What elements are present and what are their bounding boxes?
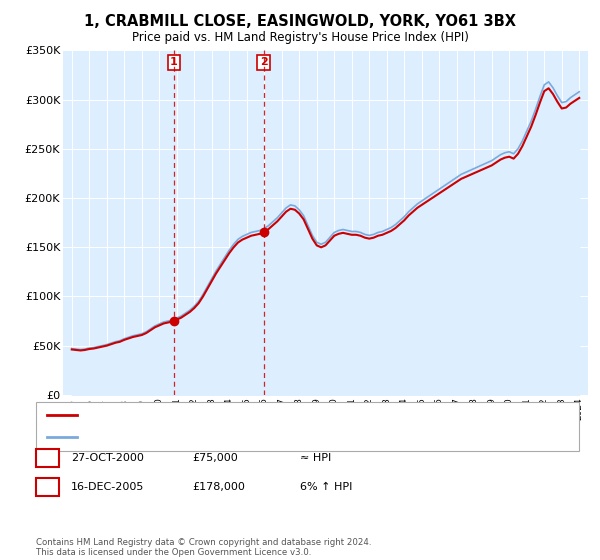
Text: £75,000: £75,000 <box>192 453 238 463</box>
Text: 16-DEC-2005: 16-DEC-2005 <box>71 482 144 492</box>
Text: 1, CRABMILL CLOSE, EASINGWOLD, YORK, YO61 3BX (semi-detached house): 1, CRABMILL CLOSE, EASINGWOLD, YORK, YO6… <box>81 410 460 420</box>
Text: Price paid vs. HM Land Registry's House Price Index (HPI): Price paid vs. HM Land Registry's House … <box>131 31 469 44</box>
Text: 2: 2 <box>43 480 52 494</box>
Text: 27-OCT-2000: 27-OCT-2000 <box>71 453 143 463</box>
Text: 2: 2 <box>260 57 268 67</box>
Text: 6% ↑ HPI: 6% ↑ HPI <box>300 482 352 492</box>
Text: 1: 1 <box>43 451 52 465</box>
Text: HPI: Average price, semi-detached house, North Yorkshire: HPI: Average price, semi-detached house,… <box>81 432 369 442</box>
Text: 1: 1 <box>170 57 178 67</box>
Text: Contains HM Land Registry data © Crown copyright and database right 2024.
This d: Contains HM Land Registry data © Crown c… <box>36 538 371 557</box>
Text: ≈ HPI: ≈ HPI <box>300 453 331 463</box>
Text: £178,000: £178,000 <box>192 482 245 492</box>
Text: 1, CRABMILL CLOSE, EASINGWOLD, YORK, YO61 3BX: 1, CRABMILL CLOSE, EASINGWOLD, YORK, YO6… <box>84 14 516 29</box>
